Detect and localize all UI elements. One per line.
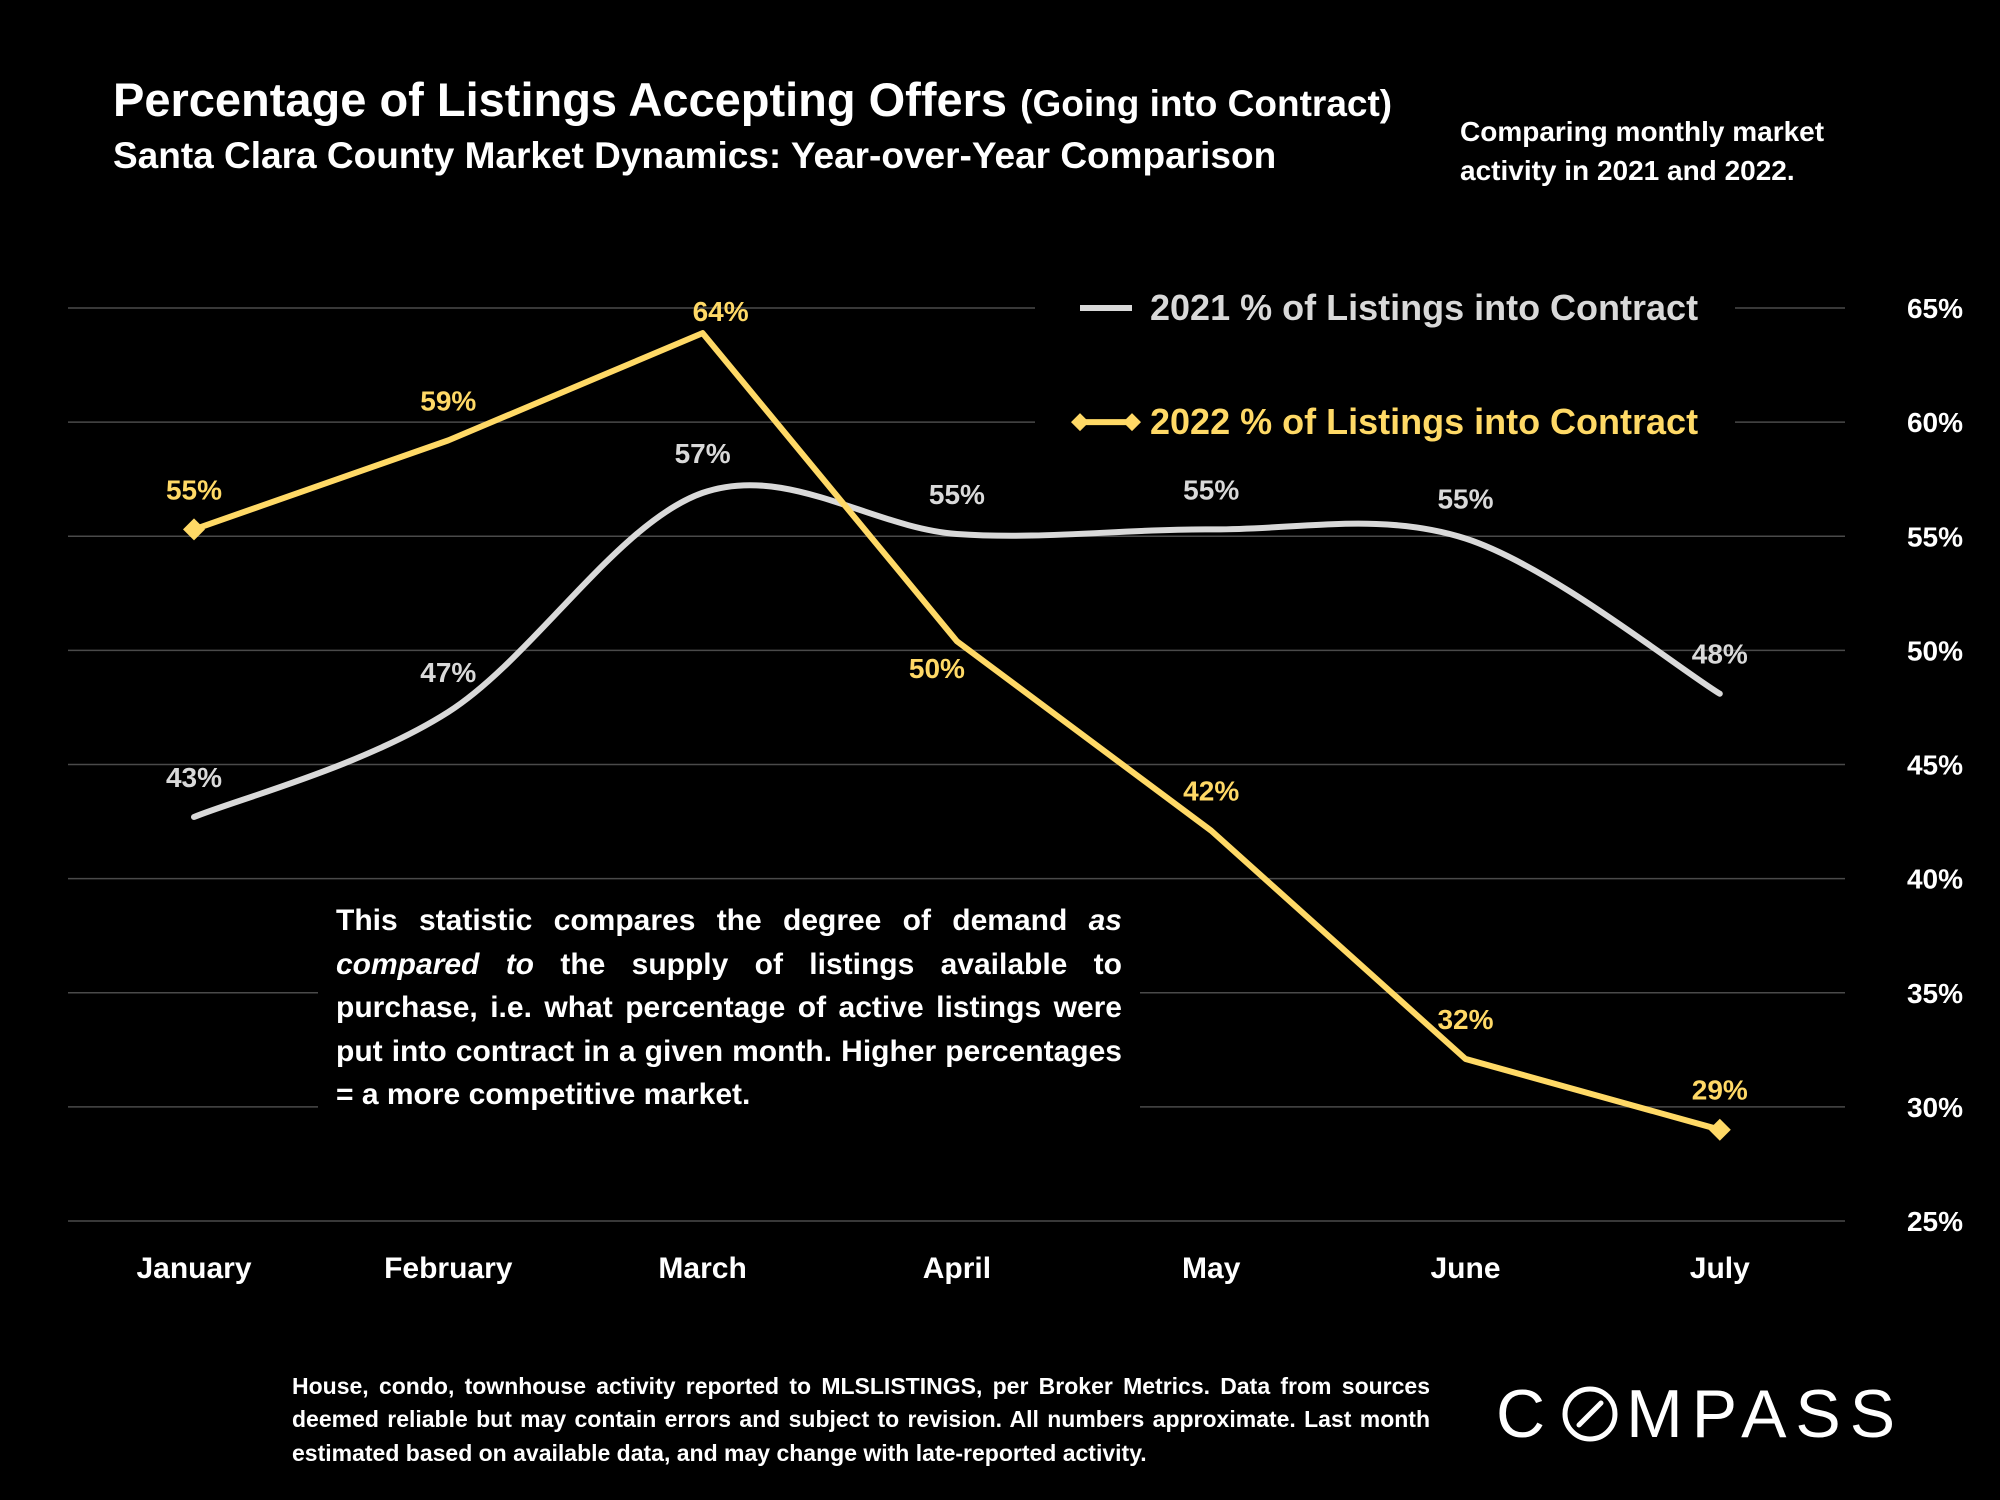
data-label-2021: 55% bbox=[929, 479, 985, 510]
legend-swatch-marker bbox=[1123, 413, 1141, 432]
data-label-2021: 48% bbox=[1692, 639, 1748, 670]
legend-background bbox=[1035, 392, 1735, 453]
x-tick-label: March bbox=[658, 1252, 746, 1285]
x-tick-label: May bbox=[1182, 1252, 1241, 1285]
data-point-marker bbox=[1708, 1118, 1731, 1141]
x-tick-label: January bbox=[136, 1252, 251, 1285]
y-tick-label: 60% bbox=[1907, 407, 1963, 438]
y-tick-label: 55% bbox=[1907, 521, 1963, 552]
data-label-2022: 42% bbox=[1183, 776, 1239, 807]
chart-title-paren: (Going into Contract) bbox=[1020, 83, 1393, 124]
y-tick-label: 35% bbox=[1907, 978, 1963, 1009]
data-label-2022: 32% bbox=[1437, 1004, 1493, 1035]
y-tick-label: 65% bbox=[1907, 293, 1963, 324]
data-label-2021: 55% bbox=[1437, 484, 1493, 515]
chart-subtitle: Santa Clara County Market Dynamics: Year… bbox=[113, 135, 1277, 177]
legend-label-2022: 2022 % of Listings into Contract bbox=[1150, 401, 1698, 442]
data-label-2022: 29% bbox=[1692, 1075, 1748, 1106]
data-label-2021: 55% bbox=[1183, 474, 1239, 505]
side-note: Comparing monthly market activity in 202… bbox=[1460, 116, 1825, 187]
description-part2: the supply of listings available to purc… bbox=[336, 947, 1122, 1112]
compass-logo: C MPASS bbox=[1496, 1375, 1904, 1453]
data-label-2021: 47% bbox=[420, 657, 476, 688]
series-line-2021 bbox=[191, 482, 1723, 820]
x-tick-label: April bbox=[923, 1252, 991, 1285]
legend-background bbox=[1035, 278, 1735, 338]
logo-text-start: C bbox=[1496, 1376, 1555, 1452]
legend-label-2021: 2021 % of Listings into Contract bbox=[1150, 287, 1698, 328]
chart-title: Percentage of Listings Accepting Offers … bbox=[113, 72, 1392, 128]
slashed-o-logo-icon bbox=[1562, 1386, 1618, 1442]
description-text: This statistic compares the degree of de… bbox=[318, 897, 1140, 1125]
y-tick-label: 30% bbox=[1907, 1092, 1963, 1123]
source-footnote: House, condo, townhouse activity reporte… bbox=[292, 1373, 1430, 1466]
data-label-2021: 57% bbox=[675, 438, 731, 469]
title-block: Percentage of Listings Accepting Offers … bbox=[113, 72, 1392, 179]
description-part1: This statistic compares the degree of de… bbox=[336, 904, 1089, 937]
data-label-2022: 55% bbox=[166, 474, 222, 505]
y-tick-label: 25% bbox=[1907, 1206, 1963, 1237]
legend-swatch-marker bbox=[1071, 413, 1089, 432]
y-tick-label: 40% bbox=[1907, 864, 1963, 895]
logo-text-end: MPASS bbox=[1626, 1376, 1905, 1452]
chart-title-main: Percentage of Listings Accepting Offers bbox=[113, 73, 1008, 126]
data-label-2021: 43% bbox=[166, 762, 222, 793]
series-line-2022 bbox=[191, 330, 1723, 1133]
y-tick-label: 45% bbox=[1907, 750, 1963, 781]
data-label-2022: 50% bbox=[909, 653, 965, 684]
description-emphasis: as compared to bbox=[336, 904, 1122, 981]
x-tick-label: February bbox=[384, 1252, 513, 1285]
data-point-marker bbox=[183, 518, 205, 541]
x-tick-label: June bbox=[1430, 1252, 1500, 1285]
data-label-2022: 59% bbox=[420, 385, 476, 416]
data-label-2022: 64% bbox=[693, 296, 749, 327]
x-tick-label: July bbox=[1690, 1252, 1750, 1285]
y-tick-label: 50% bbox=[1907, 635, 1963, 666]
